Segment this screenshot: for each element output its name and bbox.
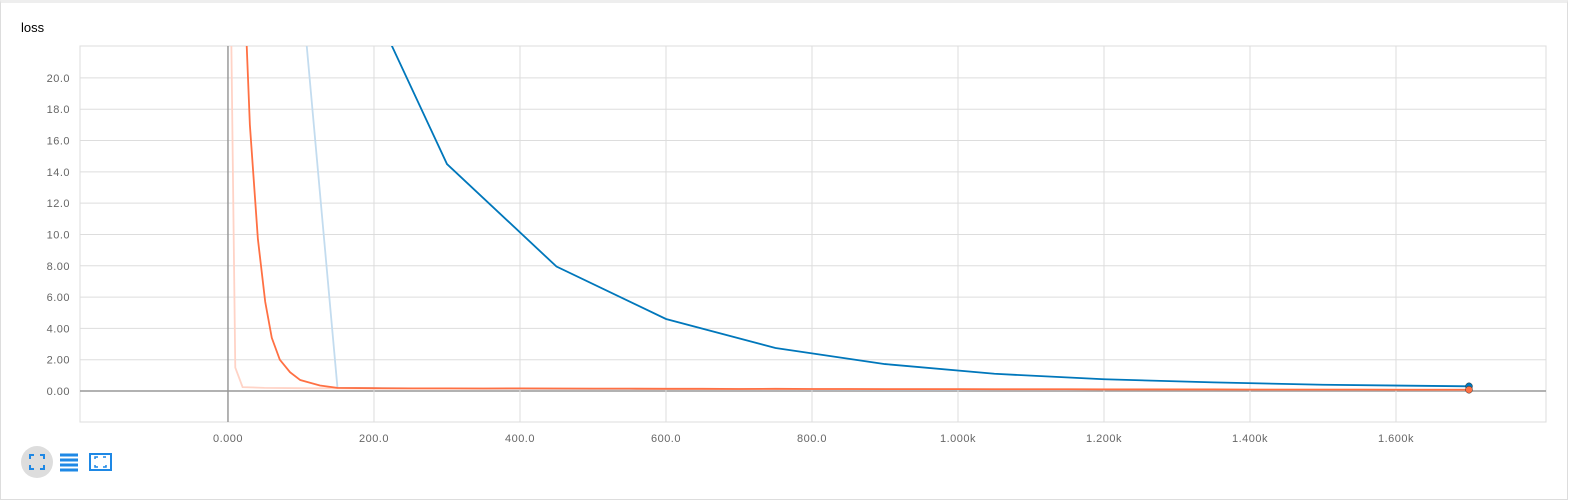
x-tick-label: 0.000 xyxy=(213,433,243,445)
y-tick-label: 0.00 xyxy=(47,386,70,398)
y-tick-label: 8.00 xyxy=(47,261,70,273)
series-button[interactable] xyxy=(60,453,78,472)
y-tick-label: 18.0 xyxy=(47,104,70,116)
fit-button[interactable] xyxy=(21,446,53,478)
x-tick-label: 1.000k xyxy=(940,433,976,445)
series-line xyxy=(230,46,1469,391)
fit-icon xyxy=(29,454,45,470)
y-tick-label: 12.0 xyxy=(47,198,70,210)
series-line xyxy=(305,46,1469,391)
zoom-icon xyxy=(94,456,107,468)
x-tick-label: 1.200k xyxy=(1086,433,1122,445)
zoom-button[interactable] xyxy=(89,453,112,471)
x-tick-label: 200.0 xyxy=(359,433,389,445)
y-tick-label: 16.0 xyxy=(47,136,70,148)
y-tick-label: 4.00 xyxy=(47,323,70,335)
x-tick-label: 600.0 xyxy=(651,433,681,445)
y-tick-label: 20.0 xyxy=(47,73,70,85)
y-tick-label: 14.0 xyxy=(47,167,70,179)
x-tick-label: 800.0 xyxy=(797,433,827,445)
x-tick-label: 1.600k xyxy=(1378,433,1414,445)
y-tick-label: 6.00 xyxy=(47,292,70,304)
series-line xyxy=(390,46,1469,388)
chart-title: loss xyxy=(21,20,45,35)
series-line xyxy=(245,46,1469,391)
toolbar xyxy=(21,446,112,478)
y-tick-label: 10.0 xyxy=(47,229,70,241)
x-tick-label: 400.0 xyxy=(505,433,535,445)
y-tick-label: 2.00 xyxy=(47,355,70,367)
end-point xyxy=(1465,386,1473,394)
x-tick-label: 1.400k xyxy=(1232,433,1268,445)
